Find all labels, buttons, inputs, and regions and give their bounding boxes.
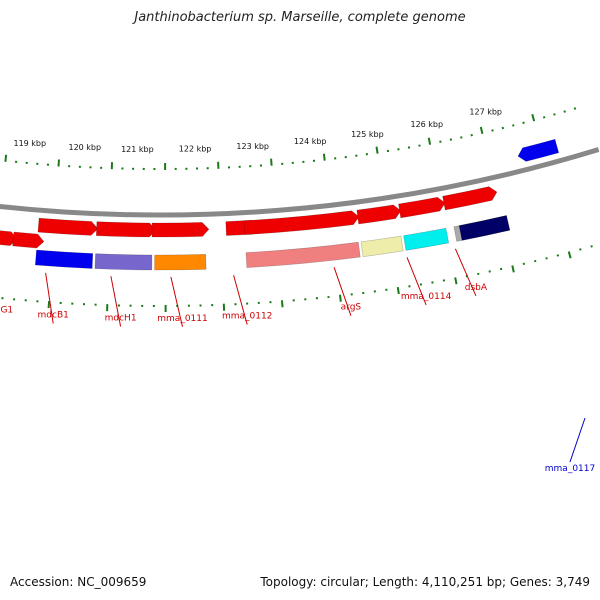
kbp-label: 119 kbp bbox=[13, 139, 46, 148]
gene-leader-line bbox=[170, 276, 183, 327]
scale-tick bbox=[522, 121, 525, 125]
gene-leader-line bbox=[569, 417, 586, 463]
genome-backbone bbox=[0, 147, 600, 218]
scale-tick bbox=[322, 153, 326, 161]
scale-tick bbox=[270, 158, 273, 166]
scale-tick bbox=[427, 137, 432, 145]
kbp-label: 123 kbp bbox=[236, 142, 269, 151]
gene-label: argS bbox=[341, 303, 362, 313]
scale-tick bbox=[339, 294, 342, 302]
cds-arrow bbox=[151, 222, 210, 238]
gene-label: mdcB1 bbox=[38, 311, 69, 321]
scale-tick bbox=[563, 110, 566, 113]
gene-label: mma_0112 bbox=[222, 312, 272, 322]
cog-feature bbox=[154, 254, 207, 271]
scale-tick bbox=[396, 286, 400, 295]
scale-tick bbox=[567, 251, 572, 259]
scale-tick bbox=[281, 300, 284, 308]
cds-arrow bbox=[12, 231, 45, 249]
gene-label-group: mdcE1mdcG1mdcB1mdcH1mma_0111mma_0112argS… bbox=[0, 248, 595, 474]
gene-label: mdcH1 bbox=[105, 314, 137, 324]
scale-tick bbox=[556, 254, 560, 257]
accession-text: Accession: NC_009659 bbox=[10, 575, 147, 589]
scale-tick bbox=[375, 146, 379, 154]
scale-tick bbox=[501, 126, 505, 130]
gene-label: dsbA bbox=[465, 283, 488, 293]
gene-leader-line bbox=[110, 276, 122, 327]
scale-tick bbox=[542, 116, 546, 119]
cog-feature bbox=[245, 241, 361, 268]
cds-arrow bbox=[442, 186, 498, 211]
cog-feature bbox=[34, 249, 94, 269]
scale-tick bbox=[590, 245, 593, 248]
gene-leader-line bbox=[45, 272, 54, 324]
scale-tick bbox=[479, 126, 484, 135]
scale-tick bbox=[545, 257, 548, 260]
scale-tick bbox=[511, 265, 515, 273]
kbp-label: 124 kbp bbox=[294, 137, 327, 146]
kbp-label: 126 kbp bbox=[410, 120, 443, 129]
scale-tick bbox=[531, 114, 536, 122]
scale-tick bbox=[522, 262, 526, 266]
cds-arrow bbox=[95, 221, 157, 238]
kbp-label: 120 kbp bbox=[68, 143, 101, 152]
gene-leader-line bbox=[233, 275, 248, 325]
scale-tick bbox=[4, 154, 8, 162]
gene-leader-line bbox=[454, 248, 477, 296]
kbp-label: 122 kbp bbox=[179, 145, 212, 154]
inner-tick-track bbox=[4, 107, 577, 170]
gene-leader-line bbox=[333, 267, 352, 316]
cds-arrow bbox=[243, 210, 360, 235]
cds-arrow bbox=[356, 204, 402, 225]
cog-feature bbox=[360, 235, 404, 258]
kbp-label: 121 kbp bbox=[121, 145, 154, 154]
gene-label: mdcG1 bbox=[0, 306, 13, 316]
kbp-scale-labels: 119 kbp 120 kbp 121 kbp 122 kbp 123 kbp 124 k… bbox=[13, 108, 502, 154]
scale-tick bbox=[553, 113, 556, 116]
cog-feature bbox=[94, 253, 153, 271]
gene-label: mma_0111 bbox=[157, 314, 207, 324]
map-title: Janthinobacterium sp. Marseille, complet… bbox=[134, 10, 466, 25]
cog-feature bbox=[403, 227, 450, 251]
scale-tick bbox=[512, 124, 515, 127]
cog-feature bbox=[458, 215, 511, 241]
scale-tick bbox=[573, 107, 577, 110]
kbp-label: 125 kbp bbox=[351, 130, 384, 139]
cds-arrow-reverse bbox=[517, 138, 560, 162]
scale-tick bbox=[454, 277, 458, 285]
scale-tick bbox=[47, 301, 51, 309]
scale-tick bbox=[579, 248, 582, 251]
gene-label: mma_0114 bbox=[401, 292, 452, 302]
gene-leader-line bbox=[406, 257, 427, 306]
kbp-label: 127 kbp bbox=[469, 108, 502, 117]
feature-track bbox=[0, 138, 560, 271]
gene-label: mma_0117 bbox=[545, 464, 595, 474]
outer-tick-track bbox=[1, 245, 593, 312]
genome-summary-text: Topology: circular; Length: 4,110,251 bp… bbox=[260, 575, 590, 589]
scale-tick bbox=[57, 159, 60, 167]
cds-arrow bbox=[37, 217, 99, 236]
cds-arrow bbox=[398, 196, 446, 219]
